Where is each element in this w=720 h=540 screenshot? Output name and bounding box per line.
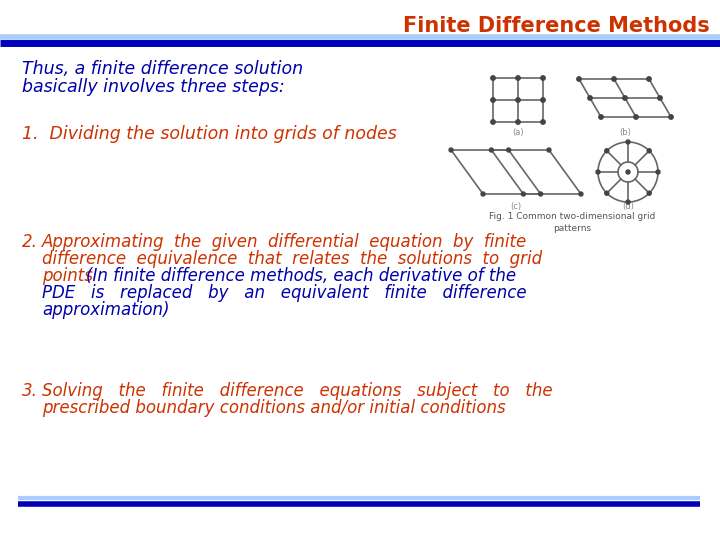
Text: (a): (a) <box>512 128 524 137</box>
Circle shape <box>539 192 543 196</box>
Text: (In finite difference methods, each derivative of the: (In finite difference methods, each deri… <box>86 267 516 285</box>
Text: (c): (c) <box>510 202 521 211</box>
Circle shape <box>516 76 521 80</box>
Circle shape <box>605 191 609 195</box>
Circle shape <box>669 115 673 119</box>
Text: 2.: 2. <box>22 233 38 251</box>
Circle shape <box>541 76 545 80</box>
Text: basically involves three steps:: basically involves three steps: <box>22 78 284 96</box>
Circle shape <box>634 115 638 119</box>
Circle shape <box>605 149 609 153</box>
Circle shape <box>647 77 651 81</box>
Text: approximation): approximation) <box>42 301 169 319</box>
Circle shape <box>541 98 545 102</box>
Circle shape <box>541 120 545 124</box>
Circle shape <box>647 191 651 195</box>
Circle shape <box>623 96 627 100</box>
Circle shape <box>596 170 600 174</box>
Circle shape <box>507 148 510 152</box>
Text: Finite Difference Methods: Finite Difference Methods <box>403 16 710 36</box>
Text: 1.  Dividing the solution into grids of nodes: 1. Dividing the solution into grids of n… <box>22 125 397 143</box>
Text: difference  equivalence  that  relates  the  solutions  to  grid: difference equivalence that relates the … <box>42 250 542 268</box>
Circle shape <box>658 96 662 100</box>
Circle shape <box>481 192 485 196</box>
Circle shape <box>491 76 495 80</box>
Text: prescribed boundary conditions and/or initial conditions: prescribed boundary conditions and/or in… <box>42 399 505 417</box>
Text: PDE   is   replaced   by   an   equivalent   finite   difference: PDE is replaced by an equivalent finite … <box>42 284 526 302</box>
Text: 3.: 3. <box>22 382 38 400</box>
Text: points: points <box>42 267 98 285</box>
Circle shape <box>491 98 495 102</box>
Circle shape <box>547 148 551 152</box>
Circle shape <box>599 115 603 119</box>
Text: Fig. 1 Common two-dimensional grid
patterns: Fig. 1 Common two-dimensional grid patte… <box>489 212 655 233</box>
Circle shape <box>521 192 526 196</box>
Circle shape <box>491 120 495 124</box>
Circle shape <box>626 200 630 204</box>
Circle shape <box>579 192 583 196</box>
Text: Solving   the   finite   difference   equations   subject   to   the: Solving the finite difference equations … <box>42 382 553 400</box>
Circle shape <box>656 170 660 174</box>
Circle shape <box>626 140 630 144</box>
Text: Thus, a finite difference solution: Thus, a finite difference solution <box>22 60 303 78</box>
Circle shape <box>516 98 521 102</box>
Circle shape <box>516 120 521 124</box>
Text: (d): (d) <box>622 202 634 211</box>
Circle shape <box>449 148 453 152</box>
Circle shape <box>647 149 651 153</box>
Text: Approximating  the  given  differential  equation  by  finite: Approximating the given differential equ… <box>42 233 527 251</box>
Circle shape <box>612 77 616 81</box>
Circle shape <box>490 148 493 152</box>
Circle shape <box>588 96 593 100</box>
Text: (b): (b) <box>619 128 631 137</box>
Circle shape <box>577 77 581 81</box>
Circle shape <box>626 170 630 174</box>
